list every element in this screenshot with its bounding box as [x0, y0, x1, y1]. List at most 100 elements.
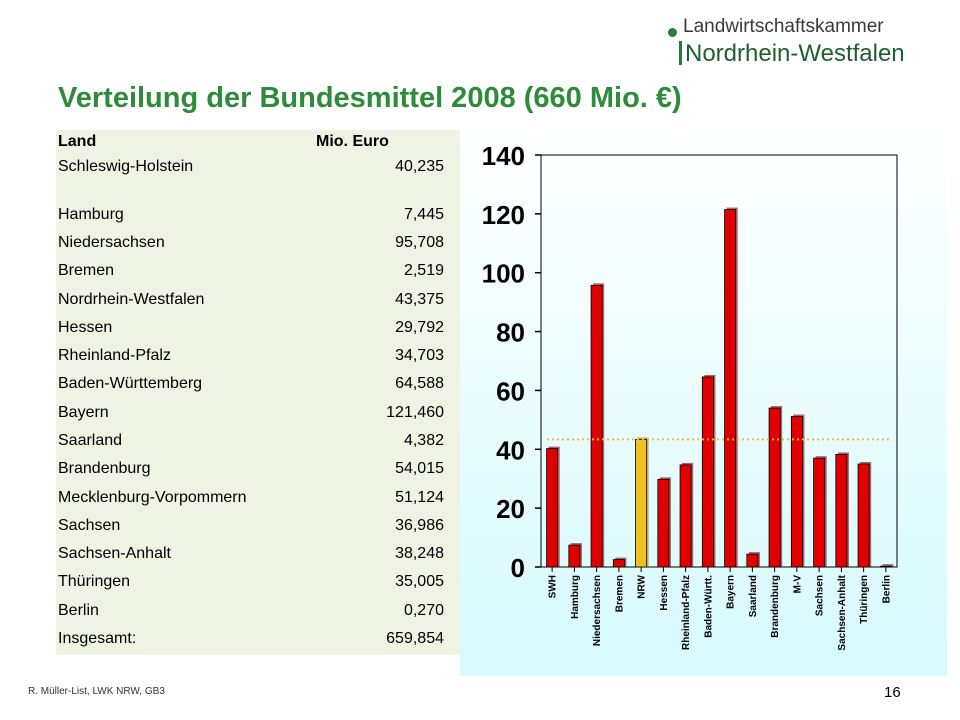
y-tick-label: 0	[511, 553, 525, 583]
plot-frame	[540, 154, 898, 568]
row-value: 4,382	[403, 432, 444, 449]
logo-line1: Landwirtschaftskammer	[683, 16, 884, 37]
footer-author: R. Müller-List, LWK NRW, GB3	[28, 686, 165, 697]
row-value: 51,124	[395, 489, 444, 506]
row-value: 29,792	[395, 319, 444, 336]
row-value: 121,460	[386, 404, 444, 421]
row-name: Thüringen	[58, 573, 131, 590]
table-row: Berlin 0,270	[56, 602, 460, 630]
row-name: Insgesamt:	[58, 630, 137, 647]
page-number: 16	[884, 684, 901, 701]
y-tick-label: 140	[482, 141, 525, 171]
table-row: Mecklenburg-Vorpommern 51,124	[56, 489, 460, 517]
table-row: Sachsen-Anhalt 38,248	[56, 545, 460, 573]
row-name: Baden-Württemberg	[58, 375, 203, 392]
bar	[546, 448, 559, 568]
x-tick-label: Thüringen	[859, 575, 870, 624]
bar-depth	[882, 564, 894, 567]
y-tick-label: 20	[496, 494, 525, 524]
row-name: Hamburg	[58, 206, 124, 223]
x-tick-label: Niedersachsen	[592, 575, 603, 646]
bar	[724, 209, 737, 568]
row-value: 0,270	[403, 602, 444, 619]
x-tick-label: M-V	[792, 575, 803, 594]
y-tick-label: 80	[496, 318, 525, 348]
x-tick-label: Saarland	[748, 575, 759, 617]
row-name: Bayern	[58, 404, 109, 421]
bar	[679, 464, 692, 568]
bar	[635, 438, 648, 568]
y-tick-label: 40	[496, 435, 525, 465]
row-value: 35,005	[395, 573, 444, 590]
table-row: Bayern 121,460	[56, 404, 460, 432]
table-row-total: Insgesamt: 659,854	[56, 630, 460, 658]
x-tick-label: SWH	[548, 575, 559, 598]
y-tick-label: 60	[496, 376, 525, 406]
bar	[568, 544, 581, 568]
logo: Landwirtschaftskammer Nordrhein-Westfale…	[668, 14, 928, 67]
x-tick-label: Sachsen	[815, 575, 826, 616]
row-name: Brandenburg	[58, 460, 151, 477]
table-row: Nordrhein-Westfalen 43,375	[56, 291, 460, 319]
row-name: Nordrhein-Westfalen	[58, 291, 205, 308]
bar	[657, 478, 670, 568]
x-tick-label: Bremen	[614, 575, 625, 612]
column-header-land: Land	[58, 133, 97, 150]
bar	[701, 376, 714, 568]
row-value: 43,375	[395, 291, 444, 308]
x-tick-label: Sachsen-Anhalt	[837, 574, 848, 650]
row-name: Rheinland-Pfalz	[58, 347, 171, 364]
x-tick-label: Brandenburg	[770, 575, 781, 638]
table-row: Saarland 4,382	[56, 432, 460, 460]
row-name: Hessen	[58, 319, 113, 336]
y-tick-label: 120	[482, 200, 525, 230]
table-row: Hessen 29,792	[56, 319, 460, 347]
row-value: 95,708	[395, 234, 444, 251]
row-name: Bremen	[58, 262, 115, 279]
bar	[857, 463, 870, 568]
row-value: 40,235	[395, 158, 444, 175]
column-header-value: Mio. Euro	[316, 133, 389, 150]
x-tick-label: Baden-Württ.	[703, 575, 714, 638]
row-value: 36,986	[395, 517, 444, 534]
x-tick-label: Rheinland-Pfalz	[681, 575, 692, 650]
x-tick-label: NRW	[637, 574, 648, 598]
row-name: Schleswig-Holstein	[58, 158, 194, 175]
row-value: 34,703	[395, 347, 444, 364]
y-tick-label: 100	[482, 259, 525, 289]
table-row: Sachsen 36,986	[56, 517, 460, 545]
bar	[835, 454, 848, 568]
bar	[768, 407, 781, 568]
x-tick-label: Berlin	[881, 575, 892, 603]
logo-line2: Nordrhein-Westfalen	[685, 40, 905, 67]
bar	[813, 457, 826, 568]
data-table: Land Mio. Euro Schleswig-Holstein 40,235 …	[56, 130, 460, 655]
row-name: Sachsen	[58, 517, 121, 534]
table-row: Schleswig-Holstein 40,235	[56, 158, 460, 186]
row-value: 54,015	[395, 460, 444, 477]
page-title: Verteilung der Bundesmittel 2008 (660 Mi…	[58, 82, 682, 114]
row-name: Niedersachsen	[58, 234, 165, 251]
x-tick-label: Hessen	[659, 575, 670, 611]
row-value: 2,519	[403, 262, 444, 279]
logo-dot-icon	[668, 28, 677, 37]
table-row: Thüringen 35,005	[56, 573, 460, 601]
bar	[590, 284, 603, 568]
row-name: Berlin	[58, 602, 99, 619]
logo-bar-icon	[679, 41, 682, 65]
row-value: 659,854	[386, 630, 444, 647]
row-name: Sachsen-Anhalt	[58, 545, 171, 562]
table-row: Rheinland-Pfalz 34,703	[56, 347, 460, 375]
table-row: Hamburg 7,445	[56, 206, 460, 234]
row-value: 64,588	[395, 375, 444, 392]
x-tick-label: Bayern	[726, 575, 737, 609]
bar	[612, 559, 625, 568]
row-name: Mecklenburg-Vorpommern	[58, 489, 247, 506]
table-row: Niedersachsen 95,708	[56, 234, 460, 262]
table-row: Bremen 2,519	[56, 262, 460, 290]
row-name: Saarland	[58, 432, 123, 449]
table-row: Brandenburg 54,015	[56, 460, 460, 488]
row-value: 7,445	[403, 206, 444, 223]
bar	[746, 553, 759, 568]
